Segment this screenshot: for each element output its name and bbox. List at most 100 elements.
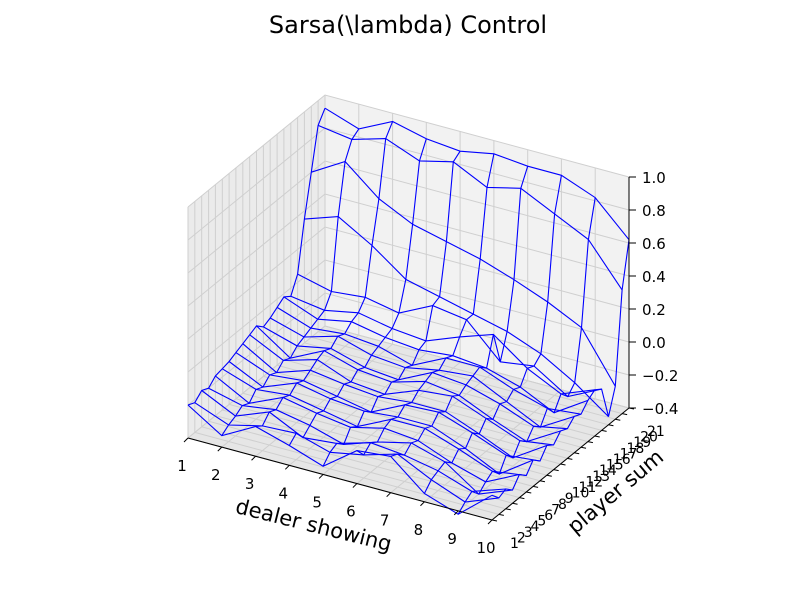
- axis-lines: [183, 176, 636, 525]
- y-grid-line: [297, 117, 602, 431]
- wire-line-player: [201, 390, 506, 492]
- y-tick-mark: [498, 513, 504, 516]
- x-tick-mark: [487, 519, 493, 525]
- x-tick-mark: [386, 492, 392, 498]
- wire-line-dealer: [390, 166, 529, 457]
- y-tick-mark: [526, 491, 532, 494]
- wire-line-player: [290, 295, 595, 395]
- wire-line-dealer: [457, 197, 596, 515]
- x-tick-mark: [318, 474, 324, 479]
- y-tick-mark: [622, 413, 628, 416]
- chart-title: Sarsa(\lambda) Control: [269, 11, 547, 39]
- wire-line-player: [263, 326, 568, 430]
- y-tick-mark: [560, 463, 566, 466]
- wire-line-dealer: [187, 107, 326, 406]
- wire-line-dealer: [356, 153, 495, 456]
- wire-line-player: [215, 375, 520, 483]
- y-grid-line: [249, 156, 554, 471]
- y-tick-mark: [574, 452, 580, 455]
- y-tick-label: 15: [606, 458, 624, 474]
- y-tick-mark: [567, 457, 573, 460]
- x-tick-label: 6: [346, 503, 356, 521]
- wire-line-player: [311, 160, 616, 387]
- wire-line-dealer: [423, 175, 562, 494]
- wire-line-dealer: [288, 138, 427, 446]
- y-tick-label: 6: [544, 508, 553, 524]
- x-tick-label: 9: [447, 530, 457, 548]
- z-tick-label: 1.0: [642, 169, 666, 187]
- y-grid-line: [201, 195, 506, 510]
- y-tick-label: 18: [627, 441, 645, 457]
- y-grid-line: [194, 201, 500, 515]
- y-tick-label: 5: [537, 514, 546, 530]
- y-grid-line: [276, 134, 582, 448]
- y-tick-label: 16: [613, 452, 631, 468]
- y-grid-line: [303, 111, 609, 426]
- z-tick-label: 0.8: [642, 202, 666, 220]
- z-tick-label: −0.4: [642, 400, 678, 418]
- y-tick-mark: [608, 424, 614, 427]
- y-tick-label: 14: [599, 463, 617, 479]
- x-tick-mark: [183, 437, 189, 443]
- y-grid-line: [324, 95, 630, 409]
- y-tick-label: 1: [510, 536, 519, 552]
- wire-line-player: [269, 317, 575, 428]
- x-axis-line: [187, 437, 493, 521]
- y-tick-label: 2: [517, 530, 526, 546]
- wire-line-player: [235, 352, 541, 462]
- y-grid-line: [290, 123, 595, 437]
- z-tick-label: 0.4: [642, 268, 666, 286]
- wire-line-player: [256, 325, 561, 443]
- y-tick-mark: [539, 480, 546, 483]
- wire-line-player: [194, 402, 499, 503]
- y-grid-line: [242, 162, 547, 476]
- x-tick-label: 7: [380, 512, 390, 530]
- y-tick-label: 8: [558, 497, 567, 513]
- x-tick-label: 2: [211, 466, 221, 484]
- z-tick-label: 0.0: [642, 334, 666, 352]
- y-tick-label: 13: [592, 469, 610, 485]
- wire-line-dealer: [322, 150, 461, 467]
- x-tick-mark: [453, 510, 459, 516]
- wire-line-player: [276, 306, 582, 415]
- x-tick-label: 10: [476, 539, 495, 557]
- y-grid-line: [228, 173, 534, 487]
- wire-line-player: [324, 107, 630, 241]
- y-tick-label: 3: [524, 525, 533, 541]
- x-tick-label: 4: [279, 484, 289, 502]
- y-tick-mark: [553, 469, 559, 472]
- y-grid-line: [235, 167, 541, 482]
- y-tick-mark: [533, 485, 539, 488]
- y-tick-label: 7: [551, 502, 560, 518]
- wire-line-player: [222, 368, 527, 477]
- y-grid-line: [269, 139, 575, 454]
- y-tick-mark: [587, 441, 593, 444]
- x-tick-mark: [284, 464, 290, 470]
- wire-line-player: [249, 334, 554, 446]
- y-tick-mark: [491, 519, 498, 522]
- wire-line-dealer: [491, 239, 630, 499]
- wire-line-player: [208, 387, 513, 495]
- y-tick-mark: [580, 446, 587, 449]
- x-tick-mark: [251, 455, 256, 461]
- y-tick-mark: [546, 474, 552, 477]
- x-tick-mark: [420, 501, 425, 507]
- y-tick-label: 9: [565, 491, 574, 507]
- y-grid-line: [262, 145, 568, 459]
- z-tick-label: 0.6: [642, 235, 666, 253]
- y-tick-label: 11: [579, 480, 597, 496]
- wire-line-player: [304, 216, 609, 417]
- x-tick-label: 1: [177, 457, 187, 475]
- y-grid-line: [208, 190, 513, 504]
- x-tick-label: 5: [312, 493, 322, 511]
- wire-line-dealer: [221, 128, 360, 436]
- wire-line-player: [242, 343, 547, 459]
- wire-line-player: [187, 404, 493, 515]
- y-tick-label: 10: [572, 486, 590, 502]
- wire-line-player: [297, 273, 602, 398]
- x-tick-label: 8: [414, 521, 424, 539]
- x-tick-label: 3: [245, 475, 255, 493]
- y-tick-mark: [601, 429, 607, 432]
